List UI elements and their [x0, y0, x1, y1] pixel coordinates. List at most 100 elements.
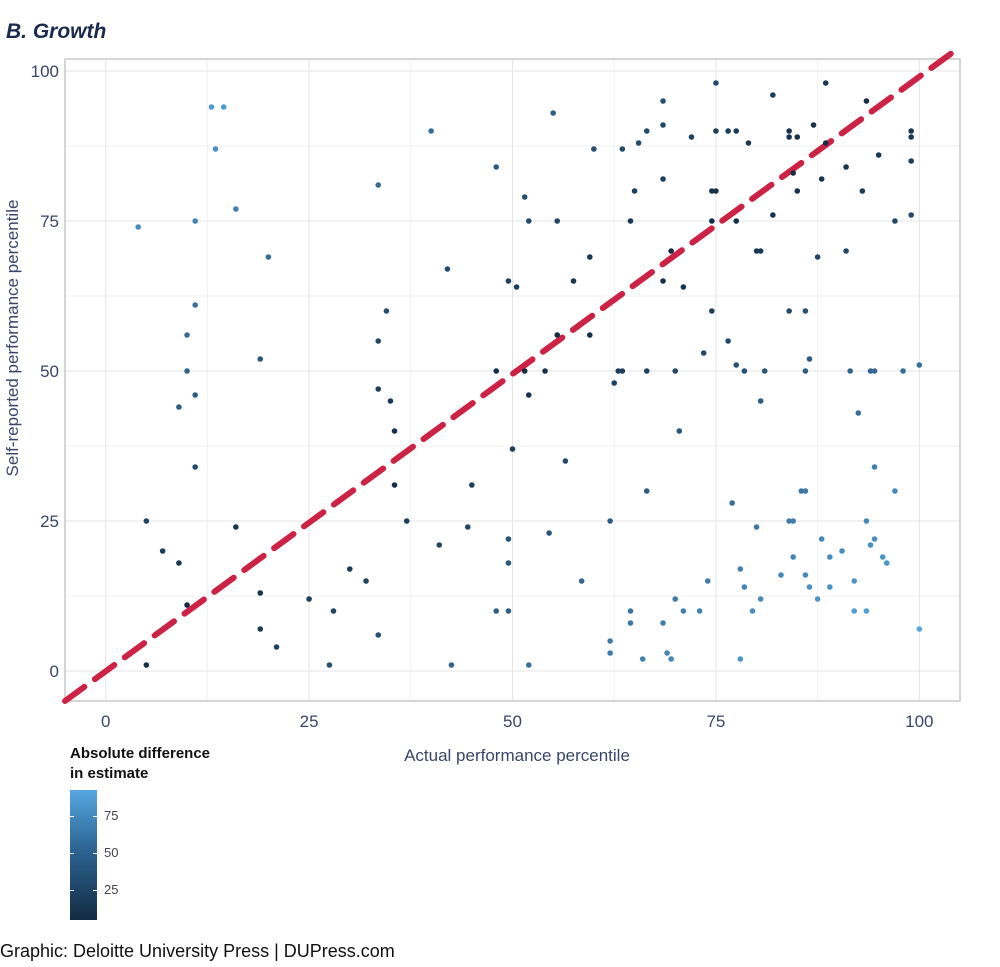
- legend-tick-mark: [93, 890, 97, 891]
- data-point: [908, 158, 914, 164]
- data-points: [135, 80, 923, 668]
- data-point: [375, 338, 382, 344]
- data-point: [709, 218, 715, 224]
- data-point: [806, 356, 813, 362]
- data-point: [741, 368, 748, 374]
- data-point: [668, 656, 674, 662]
- x-tick-label: 100: [905, 712, 933, 731]
- data-point: [383, 308, 390, 314]
- data-point: [757, 248, 764, 254]
- data-point: [892, 488, 898, 494]
- legend-title: Absolute difference in estimate: [70, 744, 270, 784]
- data-point: [184, 332, 190, 338]
- data-point: [786, 134, 792, 140]
- legend-tick-mark: [93, 853, 97, 854]
- data-point: [375, 632, 382, 638]
- data-point: [676, 428, 683, 434]
- data-point: [790, 554, 797, 560]
- data-point: [639, 656, 646, 662]
- data-point: [627, 620, 634, 626]
- data-point: [660, 122, 666, 128]
- data-point: [761, 368, 768, 374]
- data-point: [444, 266, 451, 272]
- data-point: [505, 278, 512, 284]
- x-tick-label: 75: [706, 712, 725, 731]
- data-point: [448, 662, 455, 668]
- data-point: [525, 392, 532, 398]
- data-point: [786, 308, 792, 314]
- data-point: [883, 560, 890, 566]
- data-point: [387, 398, 394, 404]
- data-point: [680, 608, 687, 614]
- data-point: [493, 608, 500, 614]
- data-point: [176, 560, 182, 566]
- y-tick-label: 50: [40, 362, 59, 381]
- data-point: [827, 554, 833, 560]
- data-point: [192, 464, 198, 470]
- data-point: [814, 254, 821, 260]
- data-point: [257, 356, 264, 362]
- data-point: [375, 386, 382, 392]
- x-tick-label: 50: [503, 712, 522, 731]
- data-point: [493, 164, 500, 170]
- data-point: [879, 554, 886, 560]
- legend-label-25: 25: [104, 882, 119, 897]
- data-point: [871, 464, 878, 470]
- data-point: [607, 638, 613, 644]
- data-point: [436, 542, 443, 548]
- data-point: [159, 548, 166, 554]
- data-point: [464, 524, 471, 530]
- x-tick-label: 0: [101, 712, 110, 731]
- y-axis-label: Self-reported performance percentile: [3, 200, 22, 477]
- data-point: [757, 398, 764, 404]
- data-point: [550, 110, 556, 116]
- data-point: [428, 128, 434, 134]
- data-point: [863, 518, 870, 524]
- data-point: [554, 332, 561, 338]
- data-point: [672, 368, 679, 374]
- data-point: [729, 500, 735, 506]
- data-point: [403, 518, 410, 524]
- data-point: [757, 596, 764, 602]
- data-point: [802, 488, 809, 494]
- data-point: [916, 626, 923, 632]
- data-point: [713, 80, 719, 86]
- data-point: [363, 578, 369, 584]
- gridlines: [65, 59, 960, 701]
- data-point: [810, 122, 817, 128]
- data-point: [664, 650, 670, 656]
- data-point: [391, 428, 398, 434]
- data-point: [867, 542, 874, 548]
- data-point: [814, 596, 821, 602]
- data-point: [505, 536, 512, 542]
- data-point: [660, 620, 666, 626]
- x-axis-ticks: 0 25 50 75 100: [101, 712, 934, 731]
- data-point: [509, 446, 516, 452]
- y-tick-label: 100: [31, 62, 59, 81]
- data-point: [749, 608, 756, 614]
- reference-line-path: [62, 44, 963, 704]
- data-point: [643, 368, 650, 374]
- data-point: [546, 530, 552, 536]
- data-point: [542, 368, 548, 374]
- data-point: [257, 626, 264, 632]
- legend-label-50: 50: [104, 845, 119, 860]
- data-point: [326, 662, 333, 668]
- data-point: [725, 338, 731, 344]
- data-point: [521, 368, 528, 374]
- y-tick-label: 75: [40, 212, 59, 231]
- data-point: [184, 602, 190, 608]
- legend-tick-mark: [93, 816, 97, 817]
- credit-line: Graphic: Deloitte University Press | DUP…: [0, 941, 395, 961]
- data-point: [627, 608, 634, 614]
- data-point: [847, 368, 853, 374]
- data-point: [330, 608, 337, 614]
- data-point: [233, 524, 239, 530]
- data-point: [786, 128, 792, 134]
- data-point: [851, 608, 858, 614]
- data-point: [562, 458, 569, 464]
- panel-title: B. Growth: [6, 20, 107, 43]
- data-point: [855, 410, 862, 416]
- data-point: [709, 188, 715, 194]
- data-point: [265, 254, 272, 260]
